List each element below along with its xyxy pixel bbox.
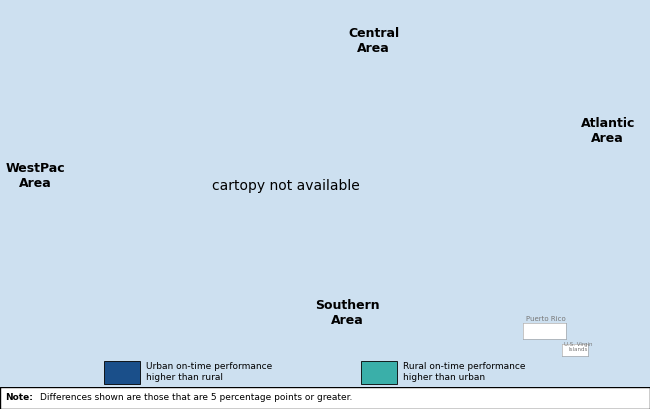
Text: cartopy not available: cartopy not available [212, 179, 360, 193]
Text: Southern
Area: Southern Area [315, 299, 380, 327]
Text: U.S. Virgin
Islands: U.S. Virgin Islands [564, 342, 593, 352]
Text: Rural on-time performance
higher than urban: Rural on-time performance higher than ur… [403, 362, 525, 382]
Text: WestPac
Area: WestPac Area [6, 162, 66, 190]
Text: Urban on-time performance
higher than rural: Urban on-time performance higher than ru… [146, 362, 272, 382]
Text: Puerto Rico: Puerto Rico [526, 316, 566, 322]
Text: Differences shown are those that are 5 percentage points or greater.: Differences shown are those that are 5 p… [40, 393, 353, 402]
Bar [361, 361, 396, 384]
Text: Note:: Note: [5, 393, 33, 402]
Bar [104, 361, 140, 384]
Text: Central
Area: Central Area [348, 27, 399, 55]
Text: Atlantic
Area: Atlantic Area [580, 117, 635, 145]
